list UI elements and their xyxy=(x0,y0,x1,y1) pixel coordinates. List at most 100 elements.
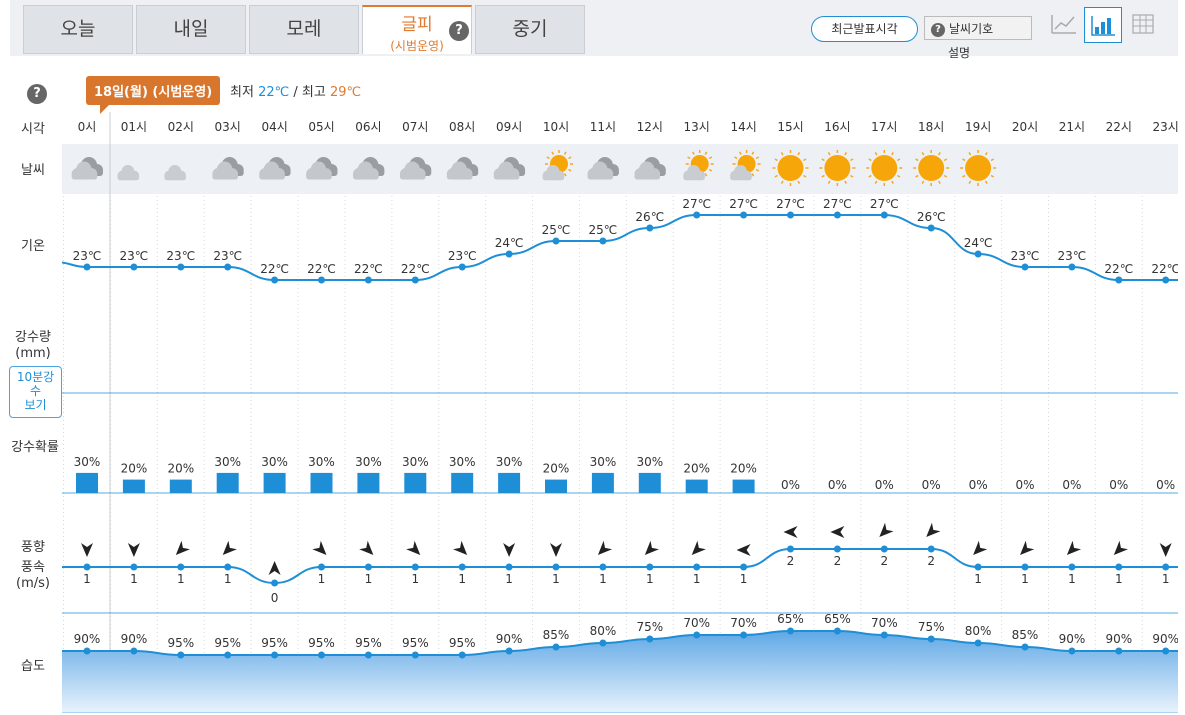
temp-label: 22℃ xyxy=(354,262,383,276)
wind-point xyxy=(552,563,560,571)
wind-speed-label: 1 xyxy=(974,572,982,586)
label-rain: 강수량 xyxy=(15,330,51,345)
sun-ray xyxy=(962,174,966,178)
wind-direction-arrow xyxy=(1159,543,1172,557)
sun-disc xyxy=(871,155,898,181)
wind-speed-label: 1 xyxy=(740,572,748,586)
sun-ray xyxy=(915,158,919,162)
hour-label: 04시 xyxy=(261,120,287,134)
wind-speed-label: 1 xyxy=(458,572,466,586)
help-icon[interactable]: ? xyxy=(449,21,469,41)
wind-point xyxy=(364,563,372,571)
wind-direction-arrow xyxy=(926,522,941,537)
humidity-label: 95% xyxy=(449,636,476,650)
label-weather: 날씨 xyxy=(21,163,45,178)
temp-point xyxy=(1115,276,1123,284)
wind-speed-label: 1 xyxy=(130,572,138,586)
cloud-part xyxy=(117,174,140,181)
wind-direction-arrow xyxy=(312,540,327,555)
wind-speed-label: 0 xyxy=(271,591,279,605)
humidity-point xyxy=(693,631,701,639)
table-view-button[interactable] xyxy=(1124,7,1162,43)
sun-ray xyxy=(943,158,948,162)
cloud-part xyxy=(446,172,473,180)
hour-label: 14시 xyxy=(730,120,756,134)
rain-prob-bar xyxy=(263,472,286,493)
humidity-label: 85% xyxy=(543,628,570,642)
line-chart-view-button[interactable] xyxy=(1046,7,1084,43)
humidity-label: 95% xyxy=(214,636,241,650)
temp-point xyxy=(411,276,419,284)
tab-tomorrow[interactable]: 내일 xyxy=(136,5,246,54)
humidity-label: 90% xyxy=(121,632,148,646)
tab-today[interactable]: 오늘 xyxy=(23,5,133,54)
help-icon: ? xyxy=(931,22,945,37)
wind-direction-arrow xyxy=(879,522,894,537)
sun-cloud-icon xyxy=(730,150,761,181)
hour-label: 01시 xyxy=(121,120,147,134)
rain-prob-label: 0% xyxy=(781,478,800,492)
tab-3days-later[interactable]: 글피 (시범운영) ? xyxy=(362,5,472,54)
wind-direction-arrow xyxy=(691,540,706,555)
wind-speed-label: 2 xyxy=(834,554,842,568)
temp-point xyxy=(646,224,654,232)
help-icon[interactable]: ? xyxy=(27,84,47,104)
rain-prob-label: 0% xyxy=(1062,478,1081,492)
sun-ray xyxy=(546,156,550,160)
sun-disc xyxy=(777,155,804,181)
temp-point xyxy=(364,276,372,284)
date-badge: 18일(월) (시범운영) xyxy=(86,76,221,114)
rain-prob-label: 20% xyxy=(543,462,570,476)
wind-point xyxy=(740,563,748,571)
wind-point xyxy=(177,563,185,571)
wind-speed-label: 1 xyxy=(693,572,701,586)
temp-point xyxy=(1162,276,1170,284)
temp-label: 23℃ xyxy=(448,249,477,263)
rain-10min-button[interactable]: 10분강 수 보기 xyxy=(9,366,62,418)
sun-ray xyxy=(738,151,742,155)
hour-label: 13시 xyxy=(684,120,710,134)
wind-point xyxy=(833,545,841,553)
rain-btn-line3: 보기 xyxy=(24,398,47,412)
sun-ray xyxy=(915,174,919,178)
temp-label: 24℃ xyxy=(964,236,993,250)
sun-ray xyxy=(968,152,972,156)
humidity-point xyxy=(271,651,279,659)
sun-ray xyxy=(687,156,691,160)
wind-speed-label: 1 xyxy=(318,572,326,586)
sun-ray xyxy=(921,180,925,184)
rain-prob-bar xyxy=(216,472,239,493)
sun-ray xyxy=(850,158,854,162)
recent-release-button[interactable]: 최근발표시각 xyxy=(811,16,918,42)
cloudy-icon xyxy=(493,157,526,180)
wind-direction-arrow xyxy=(222,540,237,555)
rain-prob-label: 0% xyxy=(922,478,941,492)
bar-chart-view-button[interactable] xyxy=(1084,7,1122,43)
rain-prob-bar xyxy=(451,472,474,493)
weather-legend-button[interactable]: ? 날씨기호 xyxy=(924,16,1032,40)
temp-label: 27℃ xyxy=(729,197,758,211)
tab-day-after[interactable]: 모레 xyxy=(249,5,359,54)
cloud-part xyxy=(71,172,98,180)
rain-prob-bar xyxy=(498,472,521,493)
cloud-part xyxy=(542,174,565,181)
wind-speed-label: 1 xyxy=(411,572,419,586)
sun-ray xyxy=(896,158,901,162)
sun-ray xyxy=(563,173,567,177)
sun-ray xyxy=(563,151,567,155)
temp-label: 27℃ xyxy=(823,197,852,211)
max-value: 29℃ xyxy=(329,85,362,100)
temp-point xyxy=(833,211,841,219)
sun-ray xyxy=(708,168,713,172)
humidity-label: 65% xyxy=(777,612,804,626)
legend-sub-label: 설명 xyxy=(948,46,971,60)
sun-ray xyxy=(827,152,831,156)
humidity-point xyxy=(1021,643,1029,651)
hour-label: 09시 xyxy=(496,120,522,134)
sun-ray xyxy=(844,152,848,156)
sun-ray xyxy=(896,174,901,178)
humidity-label: 90% xyxy=(74,632,101,646)
tab-midterm[interactable]: 중기 xyxy=(475,5,585,54)
temp-point xyxy=(505,250,513,258)
